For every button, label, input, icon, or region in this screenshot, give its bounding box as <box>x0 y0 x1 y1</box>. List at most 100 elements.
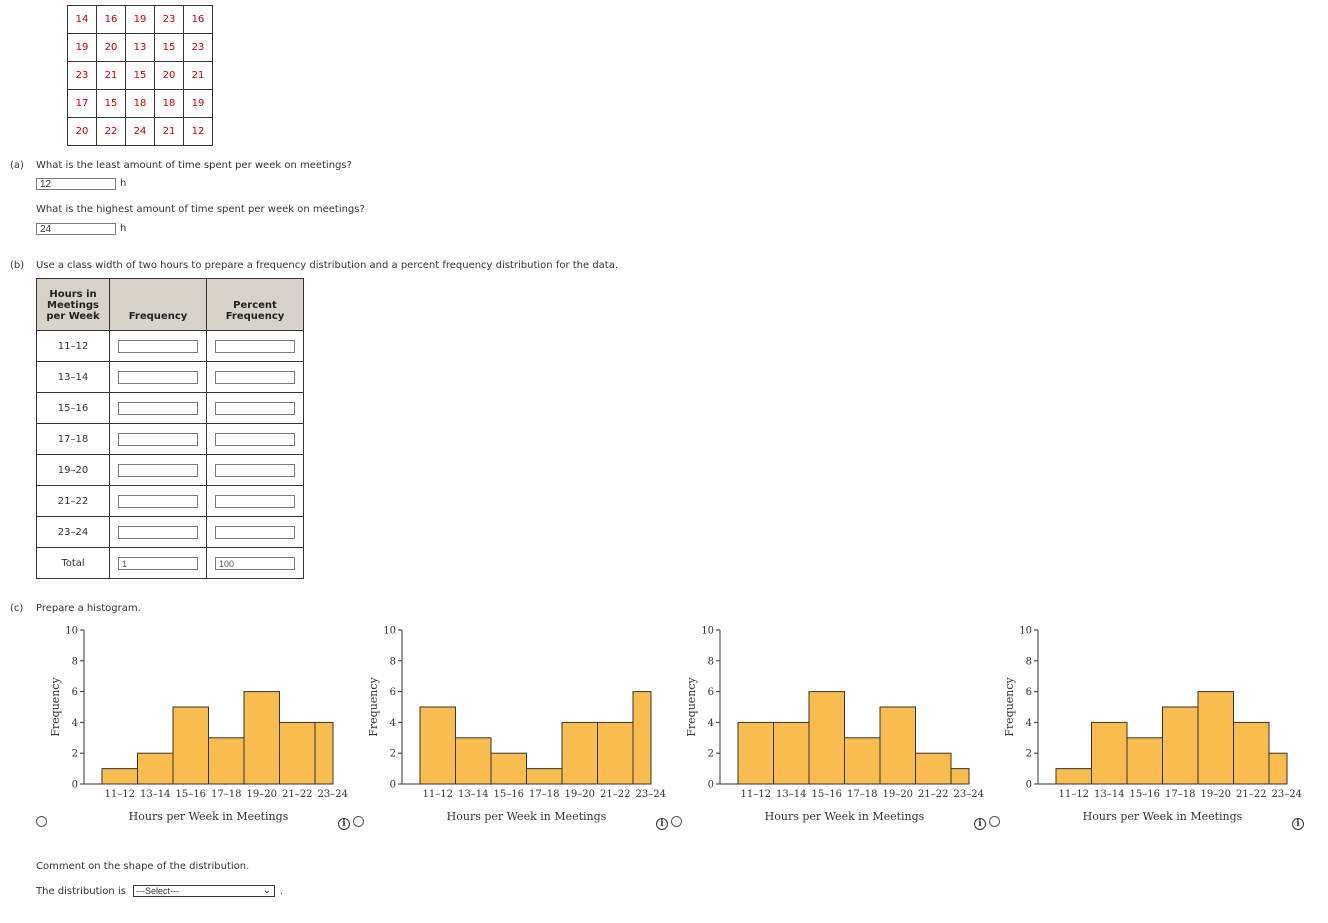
info-icon[interactable]: i <box>656 818 668 830</box>
grid-cell: 23 <box>67 61 97 90</box>
highest-time-input[interactable]: 24 <box>36 223 116 235</box>
grid-cell: 20 <box>96 33 126 62</box>
table-row: 17–18 <box>36 423 304 455</box>
frequency-input[interactable] <box>118 432 198 446</box>
x-tick-label: 19–20 <box>247 789 277 800</box>
frequency-cell <box>109 516 207 548</box>
percent-frequency-input[interactable] <box>215 525 295 539</box>
y-axis-label: Frequency <box>367 676 380 736</box>
frequency-input[interactable] <box>118 401 198 415</box>
question-least: What is the least amount of time spent p… <box>36 160 352 171</box>
histogram-bar <box>1091 721 1128 785</box>
x-tick-label: 13–14 <box>140 789 170 800</box>
part-a-tag: (a) <box>10 160 24 171</box>
class-label: 17–18 <box>36 423 110 455</box>
y-tick-label: 4 <box>390 718 396 729</box>
y-tick-label: 2 <box>72 749 78 760</box>
frequency-input[interactable] <box>118 339 198 353</box>
histogram-bar <box>1233 721 1270 785</box>
y-tick-label: 2 <box>708 749 714 760</box>
total-row: Total 1 100 <box>36 547 304 579</box>
frequency-input[interactable] <box>118 463 198 477</box>
percent-frequency-input[interactable] <box>215 494 295 508</box>
histogram-bar <box>844 737 881 785</box>
distribution-shape-select[interactable]: ---Select--- ⌄ <box>133 885 275 897</box>
info-icon[interactable]: i <box>974 818 986 830</box>
percent-cell <box>206 392 304 424</box>
histogram-bar <box>1126 737 1163 785</box>
info-icon[interactable]: i <box>338 818 350 830</box>
y-tick-label: 0 <box>390 780 396 791</box>
table-row: 21–22 <box>36 485 304 517</box>
frequency-input[interactable] <box>118 525 198 539</box>
frequency-cell <box>109 423 207 455</box>
grid-row: 23 21 15 20 21 <box>67 61 213 90</box>
histogram-bar <box>279 721 316 785</box>
info-icon[interactable]: i <box>1292 818 1304 830</box>
part-c-instruction: Prepare a histogram. <box>36 603 141 614</box>
histogram-option-2-radio[interactable] <box>353 816 364 827</box>
x-tick-label: 19–20 <box>565 789 595 800</box>
histogram-option-3-radio[interactable] <box>671 816 682 827</box>
x-tick-label: 21–22 <box>918 789 948 800</box>
frequency-cell <box>109 392 207 424</box>
y-tick-label: 8 <box>390 656 396 667</box>
class-label: 11–12 <box>36 330 110 362</box>
percent-cell <box>206 485 304 517</box>
least-time-input[interactable]: 12 <box>36 178 116 190</box>
x-tick-label: 17–18 <box>1165 789 1195 800</box>
frequency-input[interactable] <box>118 370 198 384</box>
percent-frequency-input[interactable] <box>215 339 295 353</box>
x-tick-label: 13–14 <box>458 789 488 800</box>
least-unit: h <box>120 178 127 189</box>
y-tick-label: 8 <box>72 656 78 667</box>
y-axis-label: Frequency <box>685 676 698 736</box>
histogram-bar <box>137 752 174 785</box>
class-label: 13–14 <box>36 361 110 393</box>
table-row: 15–16 <box>36 392 304 424</box>
y-tick-label: 0 <box>1026 780 1032 791</box>
y-tick-label: 8 <box>708 656 714 667</box>
grid-cell: 15 <box>96 89 126 118</box>
grid-row: 20 22 24 21 12 <box>67 117 213 146</box>
grid-cell: 21 <box>96 61 126 90</box>
x-tick-label: 23–24 <box>954 789 984 800</box>
x-tick-label: 21–22 <box>282 789 312 800</box>
histogram-option-1-radio[interactable] <box>36 816 47 827</box>
percent-frequency-input[interactable] <box>215 432 295 446</box>
y-tick-label: 10 <box>65 626 78 637</box>
grid-row: 17 15 18 18 19 <box>67 89 213 118</box>
x-tick-label: 19–20 <box>883 789 913 800</box>
histogram-bar <box>632 691 652 785</box>
histogram-3: 0 2 4 6 8 10 11–12 13–14 15–16 17–18 19–20 21–22 23–… <box>685 626 984 824</box>
total-frequency-input[interactable]: 1 <box>118 556 198 570</box>
frequency-input[interactable] <box>118 494 198 508</box>
grid-cell: 19 <box>183 89 213 118</box>
percent-frequency-input[interactable] <box>215 401 295 415</box>
histogram-bar <box>773 721 810 785</box>
histogram-options: 0 2 4 6 8 10 11–12 13–14 15–16 17–18 19–20 21–22 23–… <box>49 626 1302 824</box>
percent-frequency-input[interactable] <box>215 370 295 384</box>
percent-cell <box>206 361 304 393</box>
y-tick-label: 0 <box>708 780 714 791</box>
x-tick-label: 15–16 <box>812 789 842 800</box>
histogram-bar <box>915 752 952 785</box>
grid-cell: 16 <box>183 5 213 34</box>
x-tick-label: 13–14 <box>1094 789 1124 800</box>
percent-frequency-input[interactable] <box>215 463 295 477</box>
class-label: 19–20 <box>36 454 110 486</box>
grid-cell: 15 <box>125 61 155 90</box>
x-axis-label: Hours per Week in Meetings <box>129 810 289 823</box>
total-percent-cell: 100 <box>206 547 304 579</box>
y-axis-label: Frequency <box>1003 676 1016 736</box>
histogram-bar <box>808 691 845 785</box>
y-tick-label: 6 <box>72 687 78 698</box>
total-percent-input[interactable]: 100 <box>215 556 295 570</box>
select-period: . <box>280 886 284 897</box>
table-row: 23–24 <box>36 516 304 548</box>
histogram-option-4-radio[interactable] <box>989 816 1000 827</box>
y-tick-label: 2 <box>390 749 396 760</box>
y-tick-label: 6 <box>1026 687 1032 698</box>
grid-cell: 20 <box>154 61 184 90</box>
y-tick-label: 10 <box>701 626 714 637</box>
